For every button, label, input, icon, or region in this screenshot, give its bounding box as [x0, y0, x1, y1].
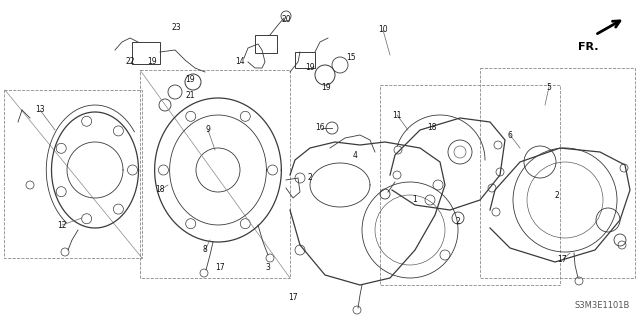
Text: 6: 6	[508, 131, 513, 140]
Text: 18: 18	[156, 186, 164, 195]
Text: 15: 15	[346, 53, 356, 62]
Text: 12: 12	[57, 220, 67, 229]
Text: 5: 5	[547, 83, 552, 92]
Text: 20: 20	[281, 15, 291, 25]
Text: 10: 10	[378, 26, 388, 35]
Text: 8: 8	[203, 245, 207, 254]
Text: 22: 22	[125, 58, 135, 67]
Text: 18: 18	[428, 124, 436, 132]
Text: 11: 11	[392, 110, 402, 119]
Text: 2: 2	[308, 173, 312, 182]
Text: 2: 2	[456, 218, 460, 227]
Bar	[480, 68, 635, 278]
Text: 19: 19	[185, 76, 195, 84]
Text: FR.: FR.	[578, 42, 598, 52]
Bar	[4, 90, 142, 258]
Text: 13: 13	[35, 106, 45, 115]
Text: 23: 23	[171, 23, 181, 33]
Text: 3: 3	[266, 263, 271, 273]
Bar	[255, 35, 277, 53]
Bar	[380, 85, 560, 285]
Text: 17: 17	[215, 263, 225, 273]
Text: 21: 21	[185, 91, 195, 100]
Text: 1: 1	[413, 196, 417, 204]
Text: 2: 2	[555, 190, 559, 199]
Text: 16: 16	[315, 124, 325, 132]
Text: 17: 17	[288, 293, 298, 302]
Bar	[295, 52, 315, 68]
Bar	[132, 42, 160, 64]
Text: 17: 17	[557, 255, 567, 265]
Text: 4: 4	[353, 150, 357, 159]
Text: 14: 14	[235, 58, 245, 67]
Text: 19: 19	[321, 84, 331, 92]
Text: 19: 19	[305, 63, 315, 73]
Text: 19: 19	[147, 58, 157, 67]
Bar	[140, 70, 290, 278]
Text: S3M3E1101B: S3M3E1101B	[575, 301, 630, 310]
Text: 9: 9	[205, 125, 211, 134]
